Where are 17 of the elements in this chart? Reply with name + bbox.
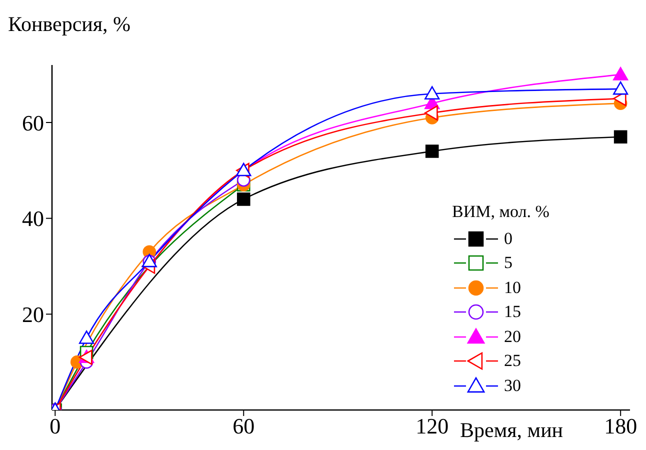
- legend-label: 15: [504, 301, 521, 323]
- legend-label: 0: [504, 228, 512, 250]
- x-tick-label: 60: [232, 414, 255, 439]
- legend-label: 25: [504, 350, 521, 372]
- legend-label: 30: [504, 374, 521, 396]
- x-axis-title: Время, мин: [460, 418, 564, 443]
- y-tick-label: 40: [22, 206, 44, 232]
- legend-title: ВИМ, мол. %: [452, 201, 550, 223]
- legend-label: 10: [504, 276, 521, 298]
- x-tick-label: 0: [50, 414, 61, 439]
- x-tick-label: 120: [416, 414, 449, 439]
- y-tick-label: 60: [22, 110, 44, 136]
- x-tick-label: 180: [604, 414, 638, 439]
- legend-label: 5: [504, 252, 512, 274]
- legend-label: 20: [504, 326, 521, 348]
- y-tick-label: 20: [22, 302, 44, 327]
- y-axis-title: Конверсия, %: [8, 12, 131, 37]
